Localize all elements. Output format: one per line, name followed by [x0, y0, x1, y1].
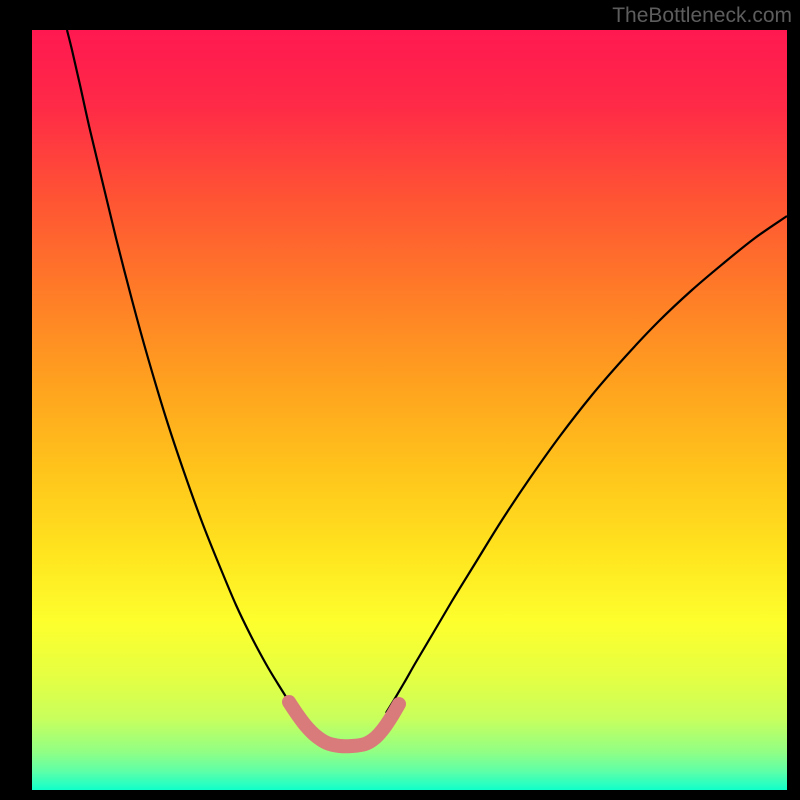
bottleneck-chart — [0, 0, 800, 800]
chart-container: TheBottleneck.com — [0, 0, 800, 800]
gradient-background — [32, 30, 787, 790]
